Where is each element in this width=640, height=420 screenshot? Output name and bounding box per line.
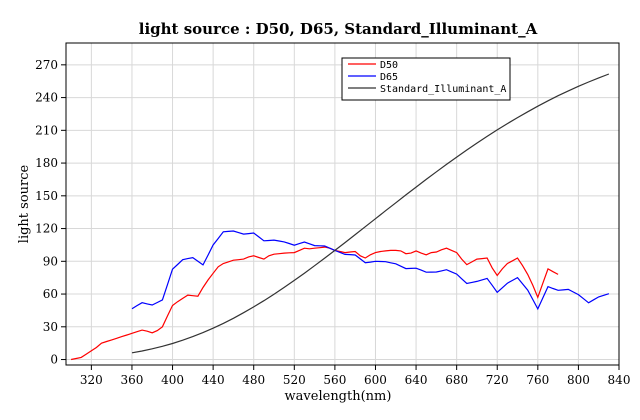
y-tick-label: 90 bbox=[43, 254, 58, 268]
legend-label: D65 bbox=[380, 72, 398, 83]
x-tick-label: 400 bbox=[161, 373, 184, 387]
x-tick-label: 720 bbox=[486, 373, 509, 387]
y-tick-label: 180 bbox=[35, 156, 58, 170]
y-tick-label: 60 bbox=[43, 287, 58, 301]
y-axis-label: light source bbox=[17, 164, 32, 243]
y-tick-label: 150 bbox=[35, 189, 58, 203]
series-line-0 bbox=[70, 246, 559, 361]
legend-box bbox=[341, 57, 511, 101]
x-tick-label: 840 bbox=[608, 373, 631, 387]
x-axis-label: wavelength(nm) bbox=[285, 389, 392, 404]
x-tick-label: 440 bbox=[202, 373, 225, 387]
y-tick-label: 120 bbox=[35, 222, 58, 236]
y-tick-label: 30 bbox=[43, 320, 58, 334]
x-tick-label: 760 bbox=[526, 373, 549, 387]
x-tick-label: 600 bbox=[364, 373, 387, 387]
x-tick-label: 800 bbox=[567, 373, 590, 387]
x-tick-label: 640 bbox=[405, 373, 428, 387]
plot-area bbox=[70, 73, 610, 361]
y-tick-label: 240 bbox=[35, 91, 58, 105]
x-tick-label: 520 bbox=[283, 373, 306, 387]
y-tick-label: 0 bbox=[50, 353, 58, 367]
series-line-1 bbox=[131, 230, 610, 311]
legend-label: Standard_Illuminant_A bbox=[380, 84, 506, 95]
legend-label: D50 bbox=[380, 60, 398, 71]
x-tick-label: 560 bbox=[323, 373, 346, 387]
x-tick-label: 680 bbox=[445, 373, 468, 387]
plot-frame bbox=[65, 42, 620, 366]
series-line-2 bbox=[131, 73, 610, 354]
chart-title: light source : D50, D65, Standard_Illumi… bbox=[139, 20, 538, 38]
axes: 320 360 400 440 480 520 560 600 640 680 720 760 800 8… bbox=[35, 58, 630, 387]
x-tick-label: 320 bbox=[80, 373, 103, 387]
x-tick-label: 360 bbox=[121, 373, 144, 387]
x-tick-label: 480 bbox=[242, 373, 265, 387]
y-tick-label: 210 bbox=[35, 123, 58, 137]
y-tick-label: 270 bbox=[35, 58, 58, 72]
